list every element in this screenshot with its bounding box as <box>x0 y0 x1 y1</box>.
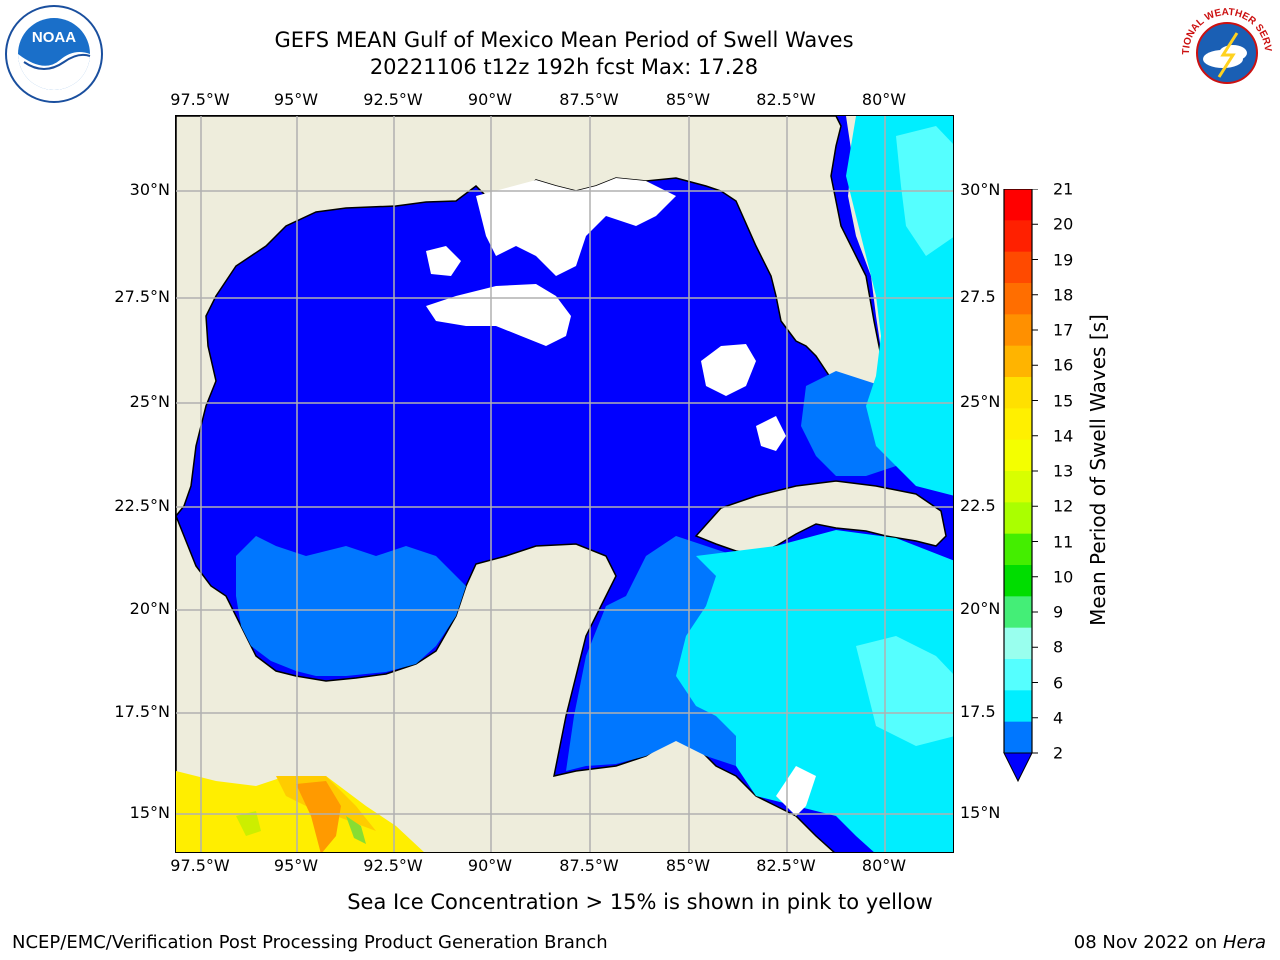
colorbar-tick-label: 10 <box>1053 567 1074 587</box>
lon-label-bottom: 85°W <box>665 856 711 875</box>
lat-label-left: 25°N <box>129 392 170 411</box>
lon-label-top: 90°W <box>467 90 513 109</box>
lat-label-left: 27.5°N <box>114 287 170 306</box>
credit-date: 08 Nov 2022 on Hera <box>1074 932 1266 953</box>
lon-label-bottom: 82.5°W <box>756 856 816 875</box>
colorbar-band <box>1004 189 1032 221</box>
colorbar-tick-label: 14 <box>1053 426 1074 446</box>
colorbar-tick-label: 17 <box>1053 320 1074 340</box>
lat-label-left: 17.5°N <box>114 702 170 721</box>
lat-label-right: 25°N <box>960 392 1001 411</box>
colorbar-tick-label: 9 <box>1053 602 1064 622</box>
lat-label-right: 17.5 <box>960 702 996 721</box>
sea-ice-footnote: Sea Ice Concentration > 15% is shown in … <box>347 890 933 914</box>
lon-label-top: 85°W <box>665 90 711 109</box>
colorbar-band <box>1004 502 1032 535</box>
colorbar-band <box>1004 377 1032 409</box>
colorbar-tick-label: 2 <box>1053 743 1064 763</box>
colorbar-tick-label: 20 <box>1053 214 1074 234</box>
colorbar-tick-label: 4 <box>1053 708 1064 728</box>
colorbar-band <box>1004 345 1032 378</box>
noaa-logo: NOAA <box>5 5 103 103</box>
colorbar-tick-label: 13 <box>1053 461 1074 481</box>
colorbar-band <box>1004 314 1032 347</box>
map-subtitle: 20221106 t12z 192h fcst Max: 17.28 <box>369 55 759 79</box>
lat-label-right: 20°N <box>960 599 1001 618</box>
colorbar-band <box>1004 439 1032 472</box>
colorbar-band <box>1004 565 1032 597</box>
lat-label-left: 15°N <box>129 803 170 822</box>
nws-logo: NATIONAL WEATHER SERVICE <box>1177 3 1275 101</box>
colorbar-band <box>1004 471 1032 503</box>
lon-label-bottom: 90°W <box>467 856 513 875</box>
colorbar-band <box>1004 690 1032 723</box>
colorbar <box>1003 189 1038 783</box>
lon-label-bottom: 92.5°W <box>363 856 423 875</box>
lon-label-bottom: 87.5°W <box>559 856 619 875</box>
colorbar-band <box>1004 533 1032 566</box>
colorbar-band <box>1004 220 1032 253</box>
colorbar-tick-label: 15 <box>1053 391 1074 410</box>
colorbar-band <box>1004 596 1032 629</box>
land-mexico <box>176 515 835 852</box>
map-canvas <box>176 116 953 852</box>
colorbar-tick-label: 19 <box>1053 250 1074 269</box>
colorbar-band <box>1004 659 1032 691</box>
lon-label-top: 80°W <box>861 90 907 109</box>
lon-label-top: 92.5°W <box>363 90 423 109</box>
colorbar-band <box>1004 627 1032 660</box>
colorbar-tick-label: 18 <box>1053 285 1074 305</box>
colorbar-tick-label: 8 <box>1053 637 1064 657</box>
lon-label-top: 97.5°W <box>170 90 230 109</box>
lat-label-right: 22.5 <box>960 496 996 515</box>
map-panel <box>175 115 954 853</box>
colorbar-tick-label: 16 <box>1053 355 1074 375</box>
lat-label-right: 30°N <box>960 180 1001 199</box>
swell-region-4s <box>236 536 466 676</box>
lon-label-top: 95°W <box>273 90 319 109</box>
lat-label-left: 30°N <box>129 180 170 199</box>
credit-branch: NCEP/EMC/Verification Post Processing Pr… <box>12 932 608 953</box>
lon-label-bottom: 97.5°W <box>170 856 230 875</box>
lat-label-right: 27.5 <box>960 287 996 306</box>
colorbar-band <box>1004 283 1032 315</box>
colorbar-tick-label: 11 <box>1053 532 1074 551</box>
colorbar-tick-label: 21 <box>1053 179 1074 199</box>
lat-label-left: 20°N <box>129 599 170 618</box>
lat-label-right: 15°N <box>960 803 1001 822</box>
lon-label-bottom: 95°W <box>273 856 319 875</box>
colorbar-tick-label: 12 <box>1053 496 1074 516</box>
credit-machine: Hera <box>1222 932 1266 953</box>
colorbar-band <box>1004 408 1032 441</box>
lat-label-left: 22.5°N <box>114 496 170 515</box>
lon-label-top: 82.5°W <box>756 90 816 109</box>
svg-text:NOAA: NOAA <box>32 29 76 46</box>
colorbar-tick-label: 6 <box>1053 673 1064 692</box>
colorbar-extend-triangle <box>1003 752 1033 783</box>
lat-lon-grid <box>176 116 953 852</box>
lon-label-bottom: 80°W <box>861 856 907 875</box>
colorbar-band <box>1004 721 1032 754</box>
colorbar-label: Mean Period of Swell Waves [s] <box>1086 314 1110 626</box>
colorbar-band <box>1004 251 1032 284</box>
map-title: GEFS MEAN Gulf of Mexico Mean Period of … <box>274 28 854 52</box>
lon-label-top: 87.5°W <box>559 90 619 109</box>
credit-date-text: 08 Nov 2022 on <box>1073 932 1223 953</box>
